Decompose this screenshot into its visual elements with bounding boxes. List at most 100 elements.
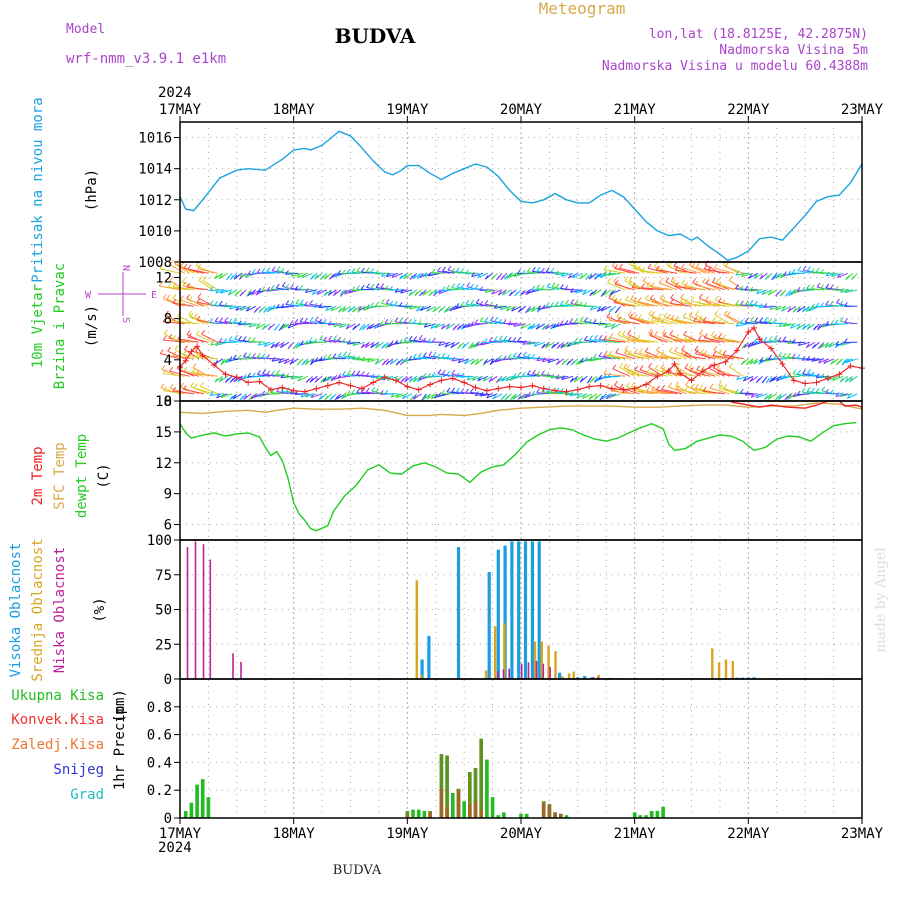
wind-barb-flag	[675, 381, 679, 386]
wind-barb-flag	[294, 318, 299, 324]
wind-speed-marker	[199, 352, 206, 359]
wind-barb-flag	[455, 302, 460, 308]
precip-mixed-bar	[479, 738, 483, 818]
wind-barb	[172, 286, 195, 291]
cloud-bar	[487, 572, 491, 679]
wind-barb-flag	[568, 273, 572, 279]
wind-barb-flag	[739, 285, 744, 291]
wind-barb-flag	[655, 265, 660, 271]
wind-barb-flag	[744, 390, 749, 396]
wind-barb-flag	[339, 323, 344, 329]
wind-barb-flag	[716, 369, 721, 375]
wind-barb-flag	[627, 311, 632, 316]
wind-barb-flag	[239, 306, 244, 311]
wind-barb-flag	[455, 372, 460, 378]
wind-barb	[402, 393, 413, 399]
wind-barb-flag	[169, 260, 174, 265]
wind-barb-flag	[723, 384, 728, 389]
wind-barb-flag	[409, 304, 413, 310]
cloud-bar	[497, 671, 499, 679]
wind-barb-flag	[278, 326, 283, 331]
wind-barb-flag	[304, 339, 309, 345]
wind-barb-flag	[318, 303, 323, 308]
wind-barb-flag	[717, 297, 722, 303]
wind-barb-flag	[763, 336, 768, 342]
wind-barb-flag	[787, 339, 792, 345]
wind-barb-flag	[531, 285, 536, 291]
wind-barb-flag	[661, 384, 666, 390]
wind-barb-flag	[486, 393, 491, 399]
wind-barb	[745, 393, 758, 396]
wind-barb-flag	[825, 283, 830, 289]
wind-barb-flag	[374, 301, 379, 307]
wind-barb-flag	[389, 340, 394, 346]
wind-barb-flag	[509, 272, 513, 278]
cloud-bar	[597, 677, 599, 679]
wind-barb-flag	[603, 335, 608, 340]
wind-barb-flag	[365, 372, 370, 377]
wind-barb	[741, 272, 754, 278]
wind-barb-flag	[703, 264, 708, 270]
wind-barb-flag	[234, 291, 239, 297]
cloud-ylabel-low: Niska Oblacnost	[52, 547, 68, 673]
wind-barb	[609, 393, 621, 398]
wind-barb	[266, 374, 280, 377]
wind-barb-flag	[824, 343, 829, 349]
wind-barb	[337, 375, 351, 379]
wind-barb-flag	[594, 377, 598, 383]
wind-barb-flag	[363, 306, 367, 311]
wind-barb-flag	[431, 337, 436, 343]
pressure-line	[179, 130, 863, 262]
wind-barb-flag	[474, 284, 479, 290]
wind-barb-flag	[811, 303, 815, 309]
wind-barb	[169, 264, 185, 274]
wind-barb-flag	[579, 316, 584, 322]
wind-barb	[511, 305, 522, 312]
wind-barb-flag	[650, 282, 655, 288]
wind-barb	[441, 289, 455, 292]
wind-barb	[261, 289, 275, 292]
wind-barb	[426, 305, 437, 312]
wind-barb-flag	[228, 356, 233, 361]
cloud-bar	[502, 669, 505, 679]
wind-barb-flag	[642, 276, 647, 282]
wind-barb-flag	[796, 390, 801, 396]
wind-barb-flag	[394, 317, 399, 323]
wind-barb-flag	[684, 334, 688, 340]
wind-barb-flag	[536, 356, 541, 361]
wind-barb-flag	[525, 308, 529, 314]
wind-barb	[613, 390, 635, 395]
wind-barb-flag	[473, 342, 478, 348]
wind-barb-flag	[761, 378, 766, 384]
wind-barb	[632, 389, 654, 395]
wind-barb-flag	[464, 359, 468, 365]
wind-barb	[408, 358, 422, 361]
wind-barb-flag	[457, 358, 462, 364]
wind-barb-flag	[815, 373, 820, 379]
wind-barb-flag	[832, 376, 836, 381]
wind-panel	[158, 259, 865, 401]
wind-barb-flag	[830, 360, 834, 365]
wind-barb	[714, 267, 735, 274]
wind-barb-flag	[428, 351, 433, 356]
wind-barb-flag	[772, 318, 777, 324]
wind-barb	[633, 317, 654, 325]
wind-barb	[600, 305, 612, 312]
wind-barb	[499, 339, 512, 343]
wind-speed-marker	[745, 329, 752, 335]
wind-barb-flag	[569, 318, 574, 324]
precip-mixed-bar	[559, 813, 563, 818]
wind-barb-flag	[289, 359, 294, 365]
wind-barb-flag	[570, 287, 574, 293]
wind-barb-flag	[560, 343, 565, 349]
wind-barb	[792, 373, 806, 377]
wind-barb-flag	[441, 266, 446, 272]
wind-barb	[773, 322, 787, 325]
wind-barb-flag	[592, 353, 597, 359]
wind-barb-flag	[721, 299, 726, 305]
wind-barb	[763, 340, 777, 343]
wind-barb-flag	[290, 283, 294, 289]
wind-barb	[641, 270, 664, 274]
wind-barb-flag	[683, 386, 688, 392]
wind-barb-flag	[172, 334, 177, 340]
